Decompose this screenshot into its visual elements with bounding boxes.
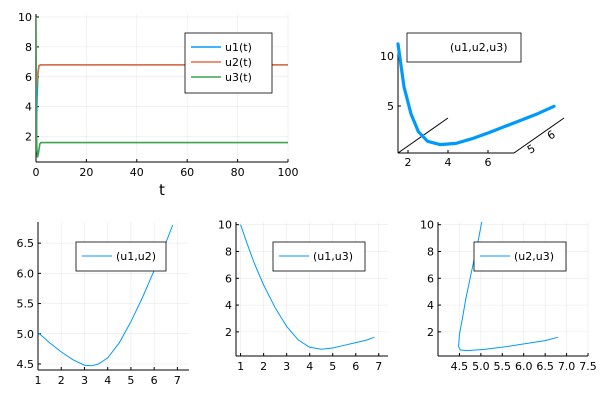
series-line (396, 42, 556, 147)
series-line (458, 222, 559, 352)
x-tick-label: 60 (180, 166, 194, 179)
x-tick-label: 80 (231, 166, 245, 179)
x-tick-label: 6 (151, 374, 158, 387)
z-tick-label: 5 (387, 100, 394, 113)
legend-label: (u1,u2) (116, 250, 156, 263)
legend-label: (u1,u2,u3) (450, 41, 508, 54)
y-tick-label: 6 (545, 128, 558, 143)
x-tick-label: 6 (352, 360, 359, 373)
x-tick-label: 4 (306, 360, 313, 373)
panel-uv12: 1 2 3 4 5 6 7 4.5 5.0 5.5 6.0 6.5 (u1,u2) (17, 222, 189, 387)
x-tick-label: 2 (58, 374, 65, 387)
x-tick-label: 2 (405, 156, 412, 169)
legend-box (473, 241, 567, 272)
x-tick-label: 100 (278, 166, 299, 179)
legend: (u2,u3) (473, 241, 567, 272)
y-tick-label: 10 (218, 219, 232, 232)
x-tick-label: 5 (127, 374, 134, 387)
y-tick-label: 2 (225, 326, 232, 339)
y-tick-label: 2 (427, 326, 434, 339)
legend-label: (u1,u3) (313, 250, 353, 263)
y-tick-label: 5 (525, 142, 538, 157)
x-tick-label: 2 (260, 360, 267, 373)
y-tick-label: 8 (25, 41, 32, 54)
y-tick-label: 6.5 (17, 237, 35, 250)
x-tick-label: 5.5 (494, 360, 512, 373)
z-tick-label: 10 (380, 50, 394, 63)
y-tick-label: 4 (25, 101, 32, 114)
x-tick-label: 1 (237, 360, 244, 373)
panel-ts: 0 20 40 60 80 100 2 4 6 8 10 t u1(t) u2(t) u3(t) (18, 11, 299, 199)
legend-label: u2(t) (225, 56, 252, 69)
y-tick-label: 10 (18, 11, 32, 24)
y-tick-label: 8 (427, 245, 434, 258)
y-tick-label: 4 (225, 299, 232, 312)
x-tick-label: 6 (485, 156, 492, 169)
legend: u1(t) u2(t) u3(t) (184, 32, 273, 94)
y-tick-label: 2 (25, 131, 32, 144)
x-tick-label: 3 (283, 360, 290, 373)
legend-label: (u2,u3) (514, 250, 554, 263)
legend: (u1,u2) (75, 241, 167, 272)
x-tick-label: 7 (375, 360, 382, 373)
x-axis-label: t (159, 181, 165, 199)
x-tick-label: 5 (329, 360, 336, 373)
y-tick-label: 10 (420, 219, 434, 232)
x-tick-label: 4.5 (451, 360, 469, 373)
x-tick-label: 3 (81, 374, 88, 387)
x-tick-label: 4 (445, 156, 452, 169)
series-line (38, 224, 174, 367)
y-tick-label: 6 (25, 71, 32, 84)
y-tick-label: 4 (427, 299, 434, 312)
x-tick-label: 6.5 (536, 360, 554, 373)
y-tick-label: 6 (427, 272, 434, 285)
y-tick-label: 8 (225, 245, 232, 258)
x-tick-label: 7 (174, 374, 181, 387)
series-line (36, 16, 288, 158)
x-tick-label: 7.5 (579, 360, 597, 373)
x-tick-label: 40 (130, 166, 144, 179)
legend-box (406, 32, 522, 63)
y-axis-far (513, 117, 565, 154)
legend: (u1,u3) (272, 241, 366, 272)
y-tick-label: 5.5 (17, 298, 35, 311)
series-line (240, 224, 375, 350)
x-tick-label: 4 (104, 374, 111, 387)
x-tick-label: 0 (33, 166, 40, 179)
x-tick-label: 20 (79, 166, 93, 179)
legend-label: u1(t) (225, 41, 252, 54)
panel-uv23: 4.5 5.0 5.5 6.0 6.5 7.0 7.5 2 4 6 8 10 (u2,u3) (420, 219, 597, 373)
x-tick-label: 7.0 (558, 360, 576, 373)
legend-box (184, 32, 273, 94)
y-tick-label: 6 (225, 272, 232, 285)
legend: (u1,u2,u3) (406, 32, 522, 63)
x-tick-label: 6.0 (515, 360, 533, 373)
y-tick-label: 4.5 (17, 358, 35, 371)
x-tick-label: 1 (35, 374, 42, 387)
y-tick-label: 5.0 (17, 328, 35, 341)
y-tick-label: 6.0 (17, 267, 35, 280)
series-line (36, 64, 288, 92)
legend-label: u3(t) (225, 71, 252, 84)
panel-uv13: 1 2 3 4 5 6 7 2 4 6 8 10 (u1,u3) (218, 219, 388, 373)
x-tick-label: 5.0 (472, 360, 490, 373)
